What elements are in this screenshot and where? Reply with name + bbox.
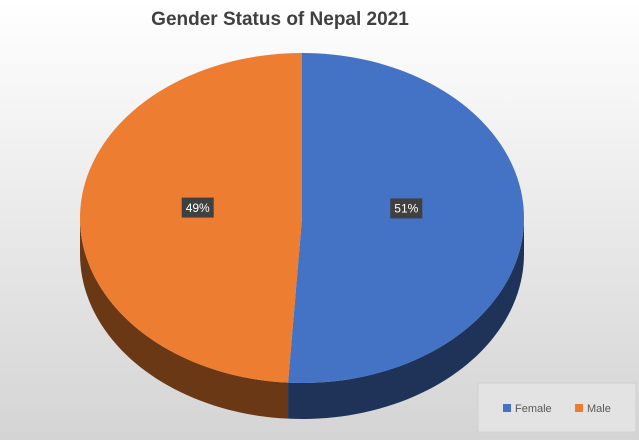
slice-side (288, 218, 524, 419)
pie: 51% 49% (80, 53, 524, 419)
data-label-box (390, 198, 423, 219)
legend-box (477, 382, 637, 433)
data-label: 51% (394, 202, 418, 216)
chart-title: Gender Status of Nepal 2021 (151, 9, 409, 30)
slice-side (80, 218, 289, 419)
legend: Female Male (503, 403, 611, 415)
data-label-box (181, 197, 214, 218)
legend-swatch (575, 404, 583, 412)
slice (80, 53, 302, 383)
legend-label: Male (587, 403, 611, 415)
legend-label: Female (515, 403, 552, 415)
data-label: 49% (186, 201, 210, 215)
legend-swatch (503, 404, 511, 412)
